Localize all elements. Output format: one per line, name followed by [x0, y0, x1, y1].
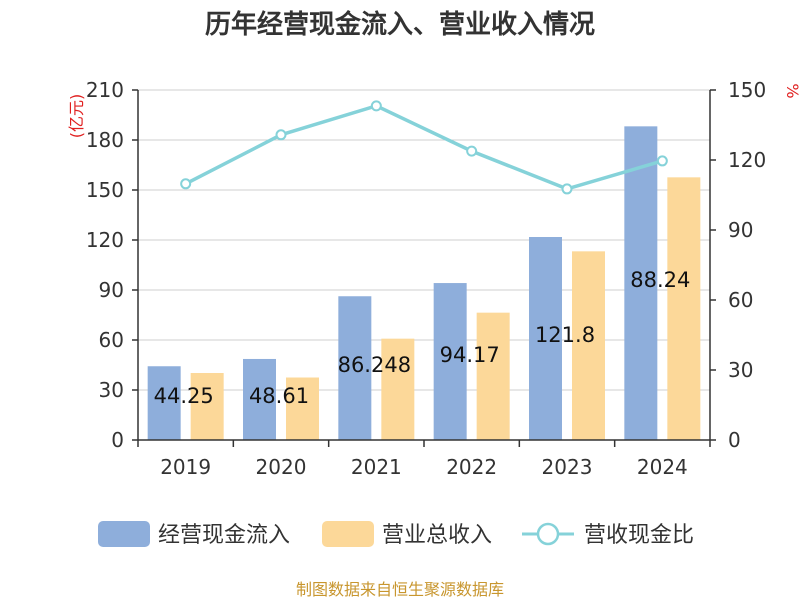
ratio-point [275, 129, 287, 141]
right-tick-label: 90 [728, 218, 753, 242]
legend: 经营现金流入 营业总收入 营收现金比 [98, 521, 694, 548]
x-tick-label: 2023 [542, 455, 593, 479]
bar-revenue [190, 373, 224, 440]
ratio-point [656, 155, 668, 167]
left-tick-label: 90 [99, 278, 124, 302]
left-axis-unit: (亿元) [67, 94, 86, 139]
ratio-point [180, 178, 192, 190]
x-tick-label: 2024 [637, 455, 688, 479]
data-label: 94.17 [440, 343, 500, 367]
right-axis-unit: % [783, 83, 800, 98]
bar-cash-inflow [624, 126, 658, 440]
legend-marker-ratio [536, 522, 560, 546]
right-tick-label: 150 [728, 78, 766, 102]
data-label: 44.25 [154, 384, 214, 408]
ratio-point [370, 100, 382, 112]
right-tick-label: 0 [728, 428, 741, 452]
legend-swatch-revenue [322, 521, 374, 547]
bars [147, 126, 701, 441]
bar-cash-inflow [338, 296, 372, 440]
bar-revenue [476, 312, 510, 440]
right-tick-label: 120 [728, 148, 766, 172]
x-tick-label: 2019 [160, 455, 211, 479]
bar-revenue [667, 177, 701, 441]
gridlines [138, 89, 710, 441]
data-label: 48.61 [249, 384, 309, 408]
bar-cash-inflow [529, 237, 562, 440]
chart-title: 历年经营现金流入、营业收入情况 [205, 9, 595, 40]
legend-label-cash-inflow: 经营现金流入 [158, 523, 290, 548]
ratio-point [466, 145, 478, 157]
data-label: 88.24 [630, 268, 690, 292]
axes: 0 30 60 90 120 150 180 210 0 30 60 90 120 150 2019 2020… [86, 78, 766, 479]
source-note: 制图数据来自恒生聚源数据库 [296, 580, 504, 599]
right-tick-label: 30 [728, 358, 753, 382]
data-label: 121.8 [535, 323, 595, 347]
data-label: 86.248 [338, 353, 411, 377]
left-tick-label: 60 [99, 328, 124, 352]
legend-label-ratio: 营收现金比 [584, 523, 694, 548]
left-tick-label: 150 [86, 178, 124, 202]
bar-revenue [572, 251, 605, 440]
x-tick-label: 2020 [256, 455, 307, 479]
bar-cash-inflow [147, 366, 181, 440]
x-tick-label: 2021 [351, 455, 402, 479]
x-tick-label: 2022 [446, 455, 497, 479]
bar-cash-inflow [433, 283, 467, 440]
legend-swatch-cash-inflow [98, 521, 150, 547]
bar-cash-inflow [243, 358, 276, 440]
left-tick-label: 30 [99, 378, 124, 402]
left-tick-label: 180 [86, 128, 124, 152]
left-tick-label: 210 [86, 78, 124, 102]
line-series [180, 100, 668, 195]
right-tick-label: 60 [728, 288, 753, 312]
ratio-point [561, 183, 573, 195]
left-tick-label: 120 [86, 228, 124, 252]
legend-label-revenue: 营业总收入 [382, 523, 492, 548]
left-tick-label: 0 [111, 428, 124, 452]
ratio-line [184, 103, 663, 191]
bar-revenue [381, 338, 415, 440]
bar-revenue [286, 377, 319, 440]
data-labels: 44.25 48.61 86.248 94.17 121.8 88.24 [154, 268, 691, 408]
